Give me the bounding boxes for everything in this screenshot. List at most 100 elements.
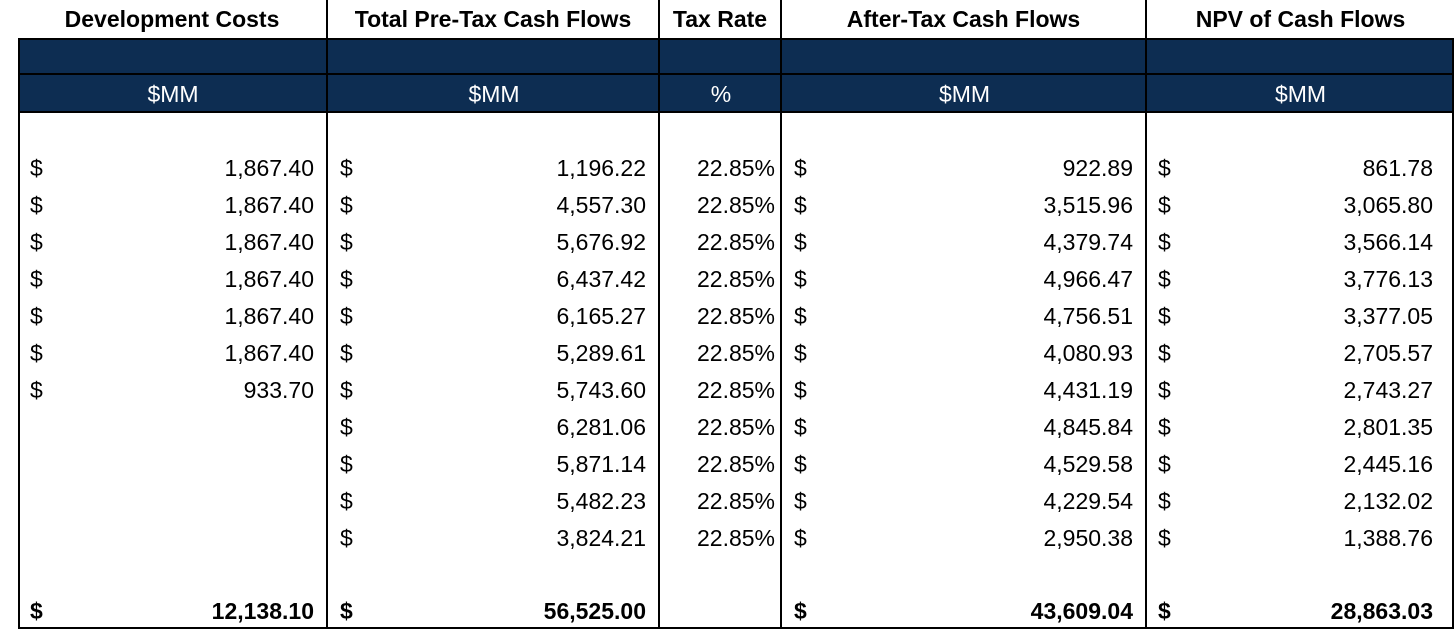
header-npv-of-cash-flows: NPV of Cash Flows bbox=[1195, 5, 1406, 32]
tax-rate: 22.85% bbox=[696, 488, 775, 514]
npv-cash-flow: 2,445.16 bbox=[1343, 451, 1433, 477]
development-cost: 1,867.40 bbox=[224, 192, 314, 218]
currency-symbol: $ bbox=[30, 266, 43, 292]
pretax-cash-flow: 6,165.27 bbox=[556, 303, 646, 329]
npv-cash-flow: 861.78 bbox=[1362, 155, 1433, 181]
currency-symbol: $ bbox=[340, 192, 353, 218]
currency-symbol: $ bbox=[30, 229, 43, 255]
column-divider bbox=[326, 38, 328, 629]
pretax-cash-flow: 5,676.92 bbox=[556, 229, 646, 255]
currency-symbol: $ bbox=[340, 303, 353, 329]
tax-rate: 22.85% bbox=[696, 340, 775, 366]
after-tax-cash-flow: 4,080.93 bbox=[1043, 340, 1133, 366]
pretax-cash-flow: 6,437.42 bbox=[556, 266, 646, 292]
unit-after-tax: $MM bbox=[938, 80, 991, 107]
tax-rate: 22.85% bbox=[696, 266, 775, 292]
header-band-units bbox=[18, 75, 1454, 113]
npv-cash-flow: 3,566.14 bbox=[1343, 229, 1433, 255]
currency-symbol: $ bbox=[794, 377, 807, 403]
npv-cash-flow: 2,743.27 bbox=[1343, 377, 1433, 403]
currency-symbol: $ bbox=[340, 377, 353, 403]
currency-symbol: $ bbox=[30, 155, 43, 181]
tax-rate: 22.85% bbox=[696, 414, 775, 440]
currency-symbol: $ bbox=[1158, 303, 1171, 329]
currency-symbol: $ bbox=[794, 155, 807, 181]
pretax-cash-flow: 5,482.23 bbox=[556, 488, 646, 514]
total-development-cost: 12,138.10 bbox=[211, 598, 314, 624]
pretax-cash-flow: 4,557.30 bbox=[556, 192, 646, 218]
unit-tax-rate: % bbox=[710, 80, 732, 107]
currency-symbol: $ bbox=[794, 451, 807, 477]
pretax-cash-flow: 6,281.06 bbox=[556, 414, 646, 440]
tax-rate: 22.85% bbox=[696, 525, 775, 551]
currency-symbol: $ bbox=[794, 266, 807, 292]
tax-rate: 22.85% bbox=[696, 155, 775, 181]
development-cost: 1,867.40 bbox=[224, 303, 314, 329]
currency-symbol: $ bbox=[794, 598, 807, 624]
npv-cash-flow: 2,132.02 bbox=[1343, 488, 1433, 514]
development-cost: 1,867.40 bbox=[224, 266, 314, 292]
header-band-top bbox=[18, 38, 1454, 75]
currency-symbol: $ bbox=[1158, 340, 1171, 366]
unit-total-pretax: $MM bbox=[468, 80, 520, 107]
column-divider bbox=[1145, 38, 1147, 629]
currency-symbol: $ bbox=[340, 598, 353, 624]
pretax-cash-flow: 5,289.61 bbox=[556, 340, 646, 366]
development-cost: 1,867.40 bbox=[224, 155, 314, 181]
after-tax-cash-flow: 4,845.84 bbox=[1043, 414, 1133, 440]
after-tax-cash-flow: 4,229.54 bbox=[1043, 488, 1133, 514]
after-tax-cash-flow: 4,756.51 bbox=[1043, 303, 1133, 329]
pretax-cash-flow: 5,871.14 bbox=[556, 451, 646, 477]
currency-symbol: $ bbox=[1158, 451, 1171, 477]
currency-symbol: $ bbox=[30, 598, 43, 624]
currency-symbol: $ bbox=[340, 451, 353, 477]
currency-symbol: $ bbox=[30, 340, 43, 366]
after-tax-cash-flow: 4,966.47 bbox=[1043, 266, 1133, 292]
header-tax-rate: Tax Rate bbox=[660, 0, 782, 38]
currency-symbol: $ bbox=[1158, 377, 1171, 403]
tax-rate: 22.85% bbox=[696, 377, 775, 403]
development-cost: 1,867.40 bbox=[224, 229, 314, 255]
currency-symbol: $ bbox=[340, 414, 353, 440]
total-pretax-cash-flow: 56,525.00 bbox=[543, 598, 646, 624]
currency-symbol: $ bbox=[1158, 266, 1171, 292]
after-tax-cash-flow: 4,431.19 bbox=[1043, 377, 1133, 403]
column-divider bbox=[780, 38, 782, 629]
after-tax-cash-flow: 2,950.38 bbox=[1043, 525, 1133, 551]
currency-symbol: $ bbox=[340, 525, 353, 551]
column-divider bbox=[658, 38, 660, 629]
currency-symbol: $ bbox=[30, 303, 43, 329]
currency-symbol: $ bbox=[794, 303, 807, 329]
header-after-tax-cash-flows: After-Tax Cash Flows bbox=[782, 0, 1147, 38]
currency-symbol: $ bbox=[794, 192, 807, 218]
unit-npv: $MM bbox=[1274, 80, 1327, 107]
currency-symbol: $ bbox=[1158, 229, 1171, 255]
after-tax-cash-flow: 922.89 bbox=[1062, 155, 1133, 181]
npv-cash-flow: 3,776.13 bbox=[1343, 266, 1433, 292]
currency-symbol: $ bbox=[1158, 192, 1171, 218]
pretax-cash-flow: 5,743.60 bbox=[556, 377, 646, 403]
currency-symbol: $ bbox=[340, 229, 353, 255]
currency-symbol: $ bbox=[1158, 598, 1171, 624]
currency-symbol: $ bbox=[340, 488, 353, 514]
after-tax-cash-flow: 4,379.74 bbox=[1043, 229, 1133, 255]
currency-symbol: $ bbox=[794, 414, 807, 440]
development-cost: 1,867.40 bbox=[224, 340, 314, 366]
currency-symbol: $ bbox=[794, 229, 807, 255]
header-total-pretax-cash-flows: Total Pre-Tax Cash Flows bbox=[328, 0, 660, 38]
total-npv-cash-flow: 28,863.03 bbox=[1330, 598, 1433, 624]
after-tax-cash-flow: 4,529.58 bbox=[1043, 451, 1133, 477]
after-tax-cash-flow: 3,515.96 bbox=[1043, 192, 1133, 218]
npv-cash-flow: 2,705.57 bbox=[1343, 340, 1433, 366]
total-after-tax-cash-flow: 43,609.04 bbox=[1030, 598, 1133, 624]
tax-rate: 22.85% bbox=[696, 192, 775, 218]
currency-symbol: $ bbox=[794, 488, 807, 514]
unit-development-costs: $MM bbox=[147, 80, 199, 107]
currency-symbol: $ bbox=[30, 192, 43, 218]
currency-symbol: $ bbox=[340, 155, 353, 181]
currency-symbol: $ bbox=[794, 340, 807, 366]
pretax-cash-flow: 1,196.22 bbox=[556, 155, 646, 181]
currency-symbol: $ bbox=[340, 340, 353, 366]
pretax-cash-flow: 3,824.21 bbox=[556, 525, 646, 551]
